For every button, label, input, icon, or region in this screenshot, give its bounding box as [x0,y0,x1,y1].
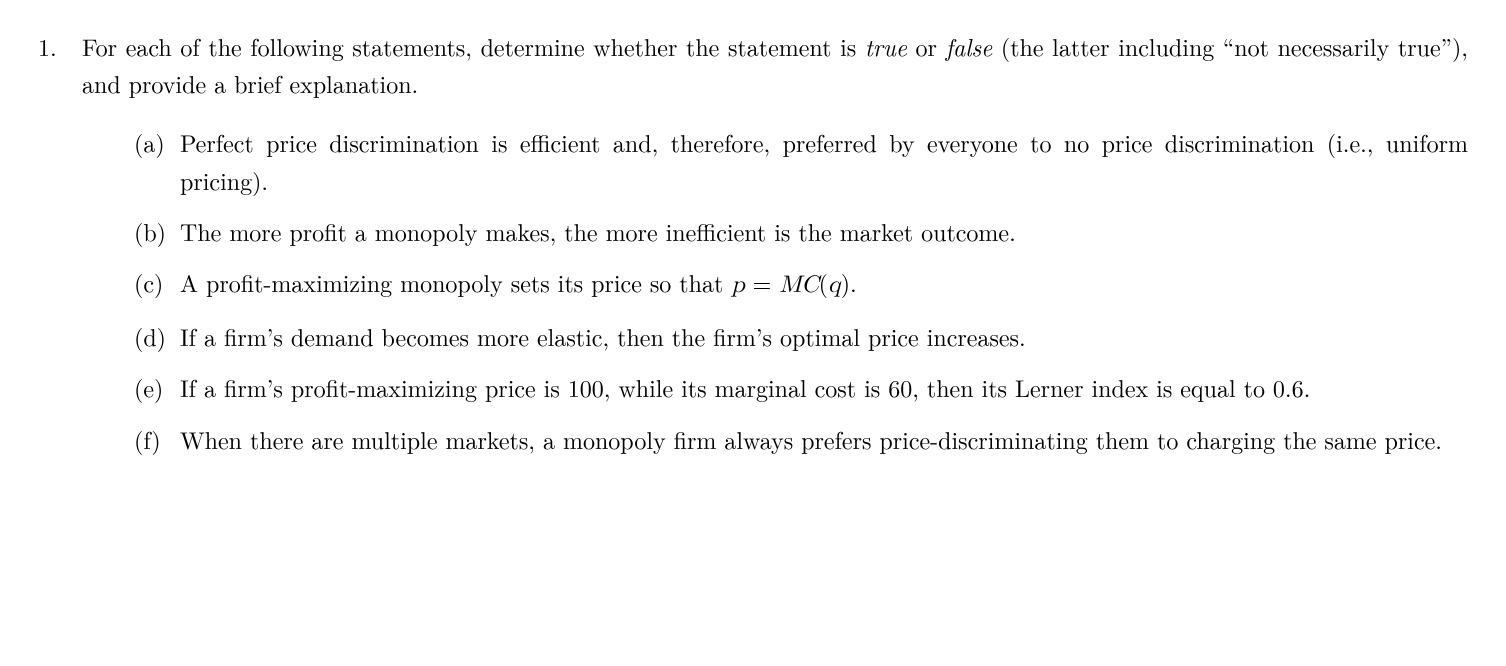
question-content: For each of the following statements, de… [82,28,1468,472]
list-item: (b) The more profit a monopoly makes, th… [134,213,1468,250]
sub-items: (a) Perfect price discrimination is effi… [82,124,1468,457]
question-block: 1. For each of the following statements,… [38,28,1468,472]
item-c-text-before: A profit-maximizing monopoly sets its pr… [180,265,731,299]
item-label-f: (f) [134,421,180,458]
item-label-c: (c) [134,264,180,304]
list-item: (d) If a firm’s demand becomes more elas… [134,318,1468,355]
item-label-a: (a) [134,124,180,198]
item-label-b: (b) [134,213,180,250]
item-label-d: (d) [134,318,180,355]
item-text-b: The more profit a monopoly makes, the mo… [180,213,1468,250]
item-text-c: A profit-maximizing monopoly sets its pr… [180,264,1468,304]
prompt-emph-false: false [946,29,993,63]
question-number: 1. [38,28,82,472]
item-c-math: p = MC(q). [731,265,856,299]
list-item: (f) When there are multiple markets, a m… [134,421,1468,458]
item-text-a: Perfect price discrimination is efficien… [180,124,1468,198]
list-item: (e) If a firm’s profit-maximizing price … [134,369,1468,406]
item-text-f: When there are multiple markets, a monop… [180,421,1468,458]
item-label-e: (e) [134,369,180,406]
prompt-emph-true: true [865,29,907,63]
prompt-text-1: For each of the following statements, de… [82,29,865,63]
item-text-d: If a firm’s demand becomes more elastic,… [180,318,1468,355]
list-item: (a) Perfect price discrimination is effi… [134,124,1468,198]
item-text-e: If a firm’s profit-maximizing price is 1… [180,369,1468,406]
prompt-text-mid: or [907,29,946,63]
question-prompt: For each of the following statements, de… [82,28,1468,102]
list-item: (c) A profit-maximizing monopoly sets it… [134,264,1468,304]
